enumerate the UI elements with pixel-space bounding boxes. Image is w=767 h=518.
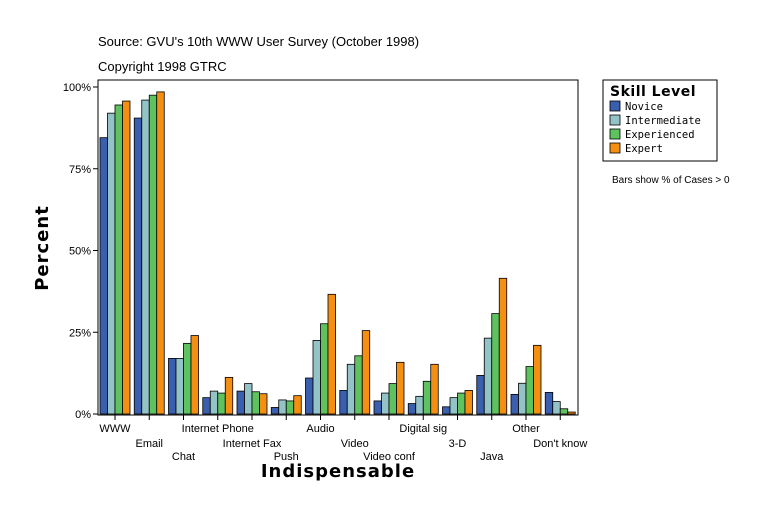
bar-expert-4 [259, 393, 268, 415]
bar-novice-1 [133, 117, 143, 415]
bar-novice-2 [168, 358, 177, 415]
source-note: Source: GVU's 10th WWW User Survey (Octo… [98, 34, 420, 49]
bar-experienced-5 [285, 400, 295, 415]
y-tick-label: 75% [69, 164, 91, 176]
x-tick-label: Audio [306, 423, 334, 435]
bar-expert-3 [224, 376, 234, 415]
x-tick-label: Java [480, 451, 504, 463]
legend-label-experienced: Experienced [625, 129, 695, 141]
bar-experienced-3 [217, 392, 226, 415]
bar-expert-5 [293, 395, 302, 415]
bar-expert-12 [533, 344, 542, 415]
x-tick-label: Video [341, 438, 369, 450]
bar-experienced-6 [320, 323, 329, 415]
bar-experienced-7 [354, 355, 363, 415]
bar-intermediate-11 [483, 337, 493, 415]
x-axis-title: Indispensable [261, 461, 415, 482]
bar-novice-9 [407, 403, 417, 415]
bar-novice-5 [270, 407, 280, 415]
bar-intermediate-8 [381, 392, 390, 415]
legend-label-expert: Expert [625, 143, 663, 155]
x-tick-label: Don't know [533, 438, 587, 450]
bar-novice-3 [202, 397, 211, 415]
y-tick-label: 0% [75, 409, 91, 421]
y-tick-label: 50% [69, 246, 91, 258]
x-tick-label: Push [274, 451, 299, 463]
y-axis-title: Percent [32, 205, 53, 291]
x-tick-label: Other [512, 423, 540, 435]
bar-intermediate-4 [244, 383, 253, 415]
legend-label-novice: Novice [625, 101, 663, 113]
bar-expert-6 [327, 293, 336, 415]
bar-novice-13 [544, 392, 554, 415]
bar-intermediate-9 [415, 395, 424, 415]
bar-experienced-12 [525, 366, 534, 415]
bar-intermediate-13 [552, 401, 561, 415]
bar-intermediate-5 [278, 399, 287, 415]
bar-expert-8 [396, 361, 405, 415]
bar-intermediate-12 [518, 382, 527, 415]
bar-expert-2 [190, 335, 199, 415]
bar-expert-13 [567, 411, 576, 415]
bar-experienced-1 [148, 94, 158, 415]
bar-intermediate-1 [141, 99, 150, 415]
bar-experienced-0 [114, 104, 123, 415]
legend-swatch-intermediate [609, 114, 621, 126]
chart-footnote: Bars show % of Cases > 0 [612, 175, 730, 186]
bar-novice-0 [99, 137, 108, 415]
copyright-note: Copyright 1998 GTRC [98, 59, 227, 74]
bar-experienced-2 [183, 342, 192, 415]
bar-intermediate-10 [449, 397, 458, 415]
bar-intermediate-7 [346, 363, 356, 415]
x-tick-label: Email [135, 438, 163, 450]
bar-novice-8 [373, 400, 382, 415]
legend-box [602, 79, 718, 162]
bar-expert-10 [464, 390, 473, 415]
x-tick-label: WWW [99, 423, 131, 435]
bar-expert-9 [430, 363, 439, 415]
bar-intermediate-3 [209, 390, 219, 415]
x-tick-label: Chat [172, 451, 195, 463]
legend-label-intermediate: Intermediate [625, 115, 701, 127]
bar-intermediate-0 [107, 112, 116, 415]
bar-novice-10 [442, 406, 451, 415]
bar-experienced-4 [251, 391, 260, 415]
bar-novice-4 [236, 390, 245, 415]
y-tick-label: 25% [69, 327, 91, 339]
x-axis: WWW Email Chat Internet Phone Internet FaxPu… [99, 415, 587, 463]
x-tick-label: Internet Fax [223, 438, 282, 450]
bar-intermediate-2 [175, 358, 184, 415]
bar-experienced-9 [422, 380, 432, 415]
bar-intermediate-6 [312, 340, 321, 415]
bar-experienced-8 [388, 383, 397, 415]
bar-experienced-11 [491, 313, 500, 415]
bar-novice-11 [476, 375, 485, 415]
x-tick-label: 3-D [449, 438, 467, 450]
legend-swatch-expert [609, 142, 621, 154]
x-tick-label: Video conf [363, 451, 416, 463]
bar-experienced-13 [559, 408, 569, 415]
bar-experienced-10 [457, 392, 466, 415]
legend-swatch-novice [609, 100, 621, 112]
x-tick-label: Internet Phone [182, 423, 254, 435]
legend-title: Skill Level [610, 84, 696, 100]
bar-novice-7 [339, 390, 348, 415]
bar-novice-12 [510, 393, 519, 415]
bar-novice-6 [305, 377, 314, 415]
y-tick-label: 100% [63, 82, 91, 94]
bar-expert-7 [361, 330, 371, 415]
bar-expert-11 [498, 277, 508, 415]
bar-expert-1 [156, 91, 165, 415]
bars-group [99, 91, 576, 415]
y-axis: 0% 25% 50% 75% 100% [63, 82, 98, 421]
x-tick-label: Digital sig [399, 423, 447, 435]
bar-expert-0 [122, 100, 131, 415]
legend-swatch-experienced [609, 128, 621, 140]
